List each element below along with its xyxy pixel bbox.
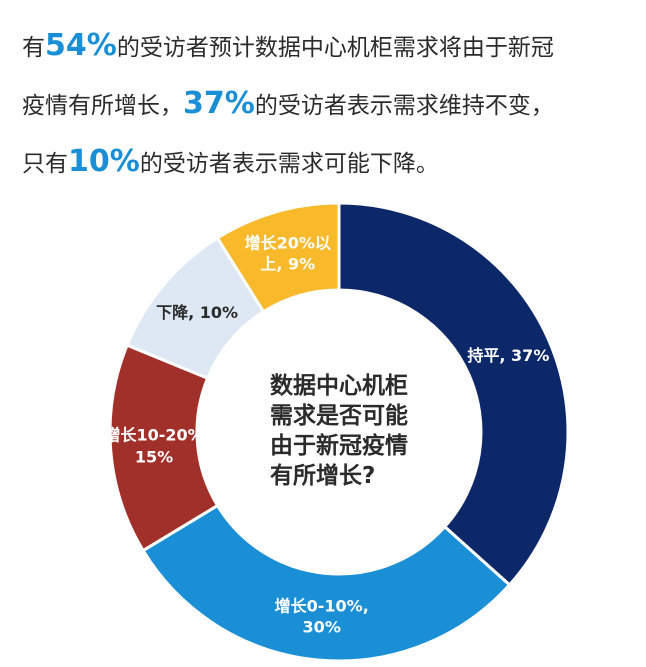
text: 只有: [22, 151, 68, 177]
donut-segment: [215, 201, 341, 314]
text: 的受访者预计数据中心机柜需求将由于新冠: [116, 35, 554, 61]
highlight: 54%: [45, 28, 117, 63]
headline-line: 只有10%的受访者表示需求可能下降。: [22, 144, 439, 179]
highlight: 37%: [183, 86, 255, 121]
data-label: 增长20%以 上, 9%: [244, 233, 331, 274]
donut-segment: [141, 503, 512, 663]
headline-line: 疫情有所增长，37%的受访者表示需求维持不变，: [22, 86, 554, 121]
donut-segment: [337, 201, 570, 587]
data-label: 持平, 37%: [467, 346, 550, 366]
text: 疫情有所增长，: [22, 93, 183, 119]
highlight: 10%: [68, 144, 140, 179]
data-label: 增长10-20% 15%: [104, 425, 204, 467]
text: 的受访者表示需求可能下降。: [139, 151, 439, 177]
data-label: 增长0-10%, 30%: [274, 596, 369, 637]
text: 有: [22, 35, 45, 61]
center-text: 数据中心机柜 需求是否可能 由于新冠疫情 有所增长?: [270, 373, 408, 489]
headline-line: 有54%的受访者预计数据中心机柜需求将由于新冠: [22, 28, 554, 63]
data-label: 下降, 10%: [156, 302, 239, 322]
text: 的受访者表示需求维持不变，: [254, 93, 554, 119]
